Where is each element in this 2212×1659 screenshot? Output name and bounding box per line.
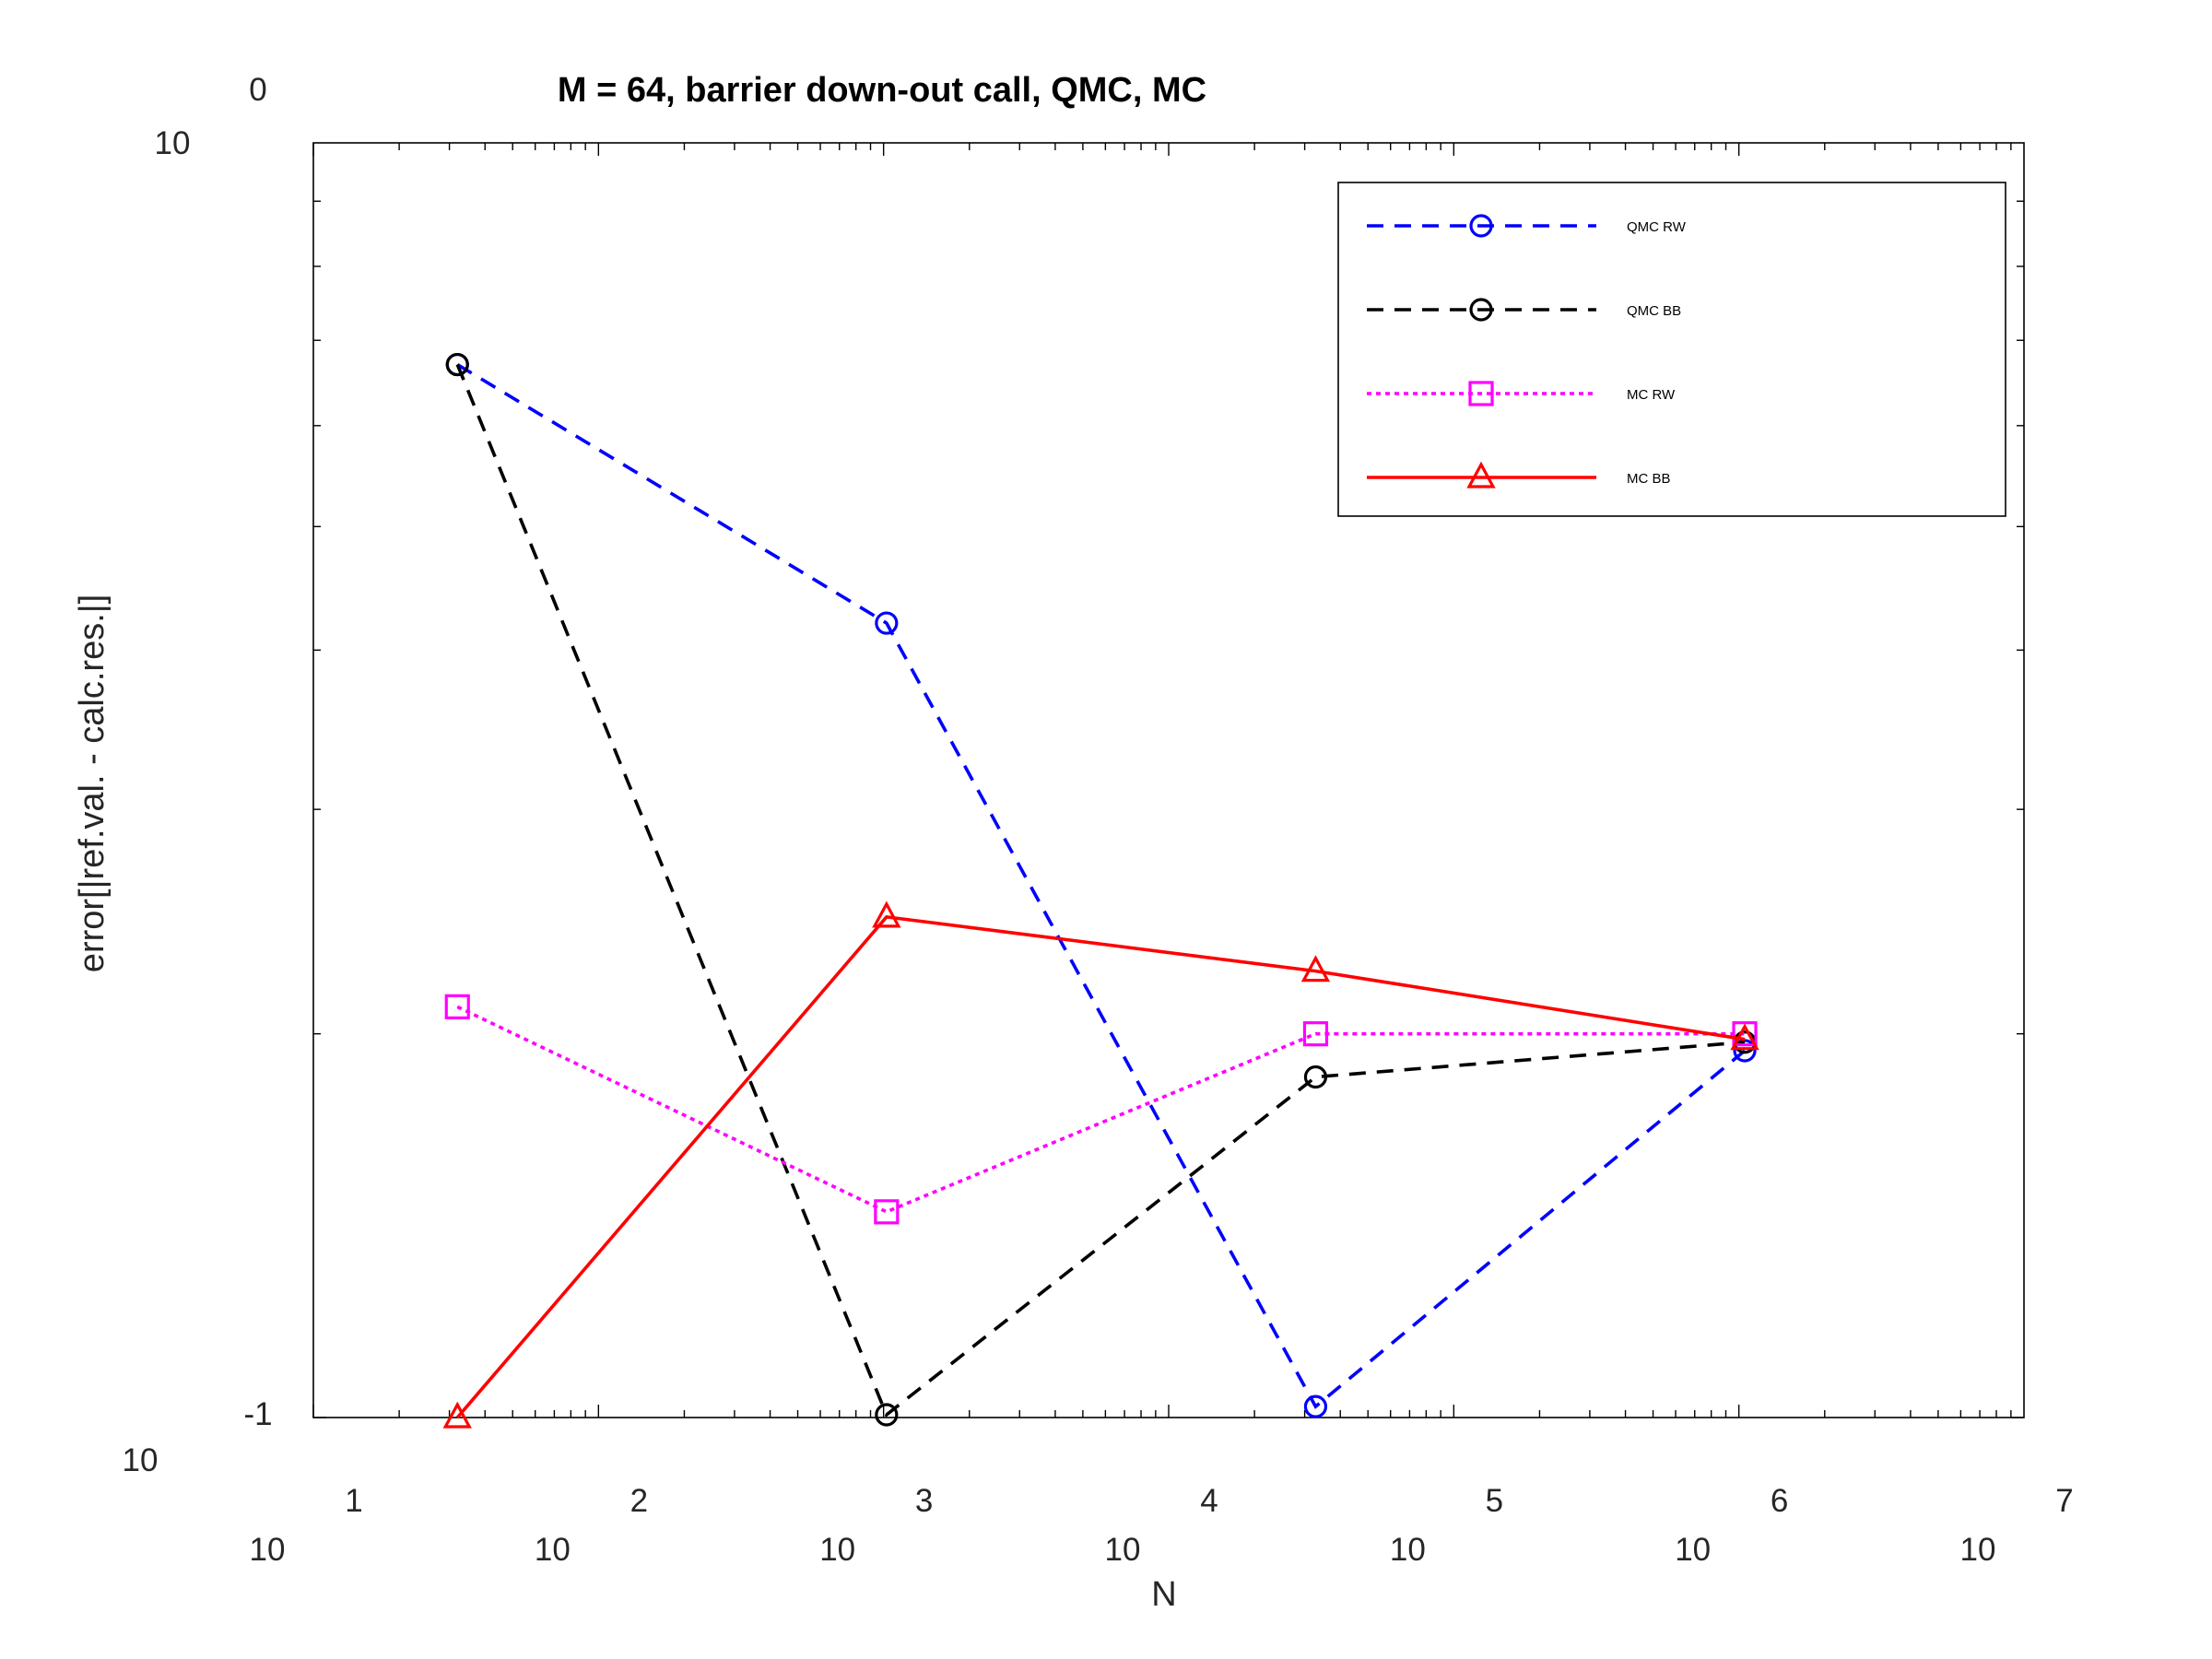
- legend-box: [1337, 182, 2006, 517]
- x-tick-label-base: 10: [819, 1532, 855, 1568]
- x-tick-label-exponent: 1: [345, 1483, 362, 1519]
- x-tick-label-base: 10: [250, 1532, 286, 1568]
- legend-entry: QMC RW: [1367, 214, 1687, 238]
- legend: QMC RW QMC BB MC RW MC BB: [1337, 182, 2006, 517]
- plot-series: [442, 352, 1759, 1429]
- legend-label: QMC RW: [1627, 219, 1687, 235]
- legend-marker: [1469, 298, 1493, 322]
- x-tick-label-base: 10: [1105, 1532, 1141, 1568]
- x-tick-label-exponent: 2: [630, 1483, 648, 1519]
- legend-marker: [1468, 381, 1494, 406]
- series-line: [455, 363, 1746, 1418]
- legend-label: MC BB: [1627, 471, 1671, 487]
- y-tick-label-exponent: -1: [243, 1396, 272, 1432]
- legend-marker: [1466, 461, 1496, 488]
- x-tick-label-exponent: 5: [1486, 1483, 1503, 1519]
- y-axis-label: error[|ref.val. - calc.res.|]: [73, 594, 112, 972]
- x-tick-label-base: 10: [1390, 1532, 1426, 1568]
- data-point: [874, 1199, 900, 1225]
- data-point: [442, 1401, 472, 1429]
- data-point: [1303, 1065, 1328, 1089]
- x-axis-label: N: [1151, 1575, 1176, 1614]
- data-point: [444, 994, 470, 1019]
- data-point: [875, 1403, 899, 1427]
- legend-label: QMC BB: [1627, 303, 1681, 319]
- series-mc-bb: [442, 900, 1759, 1429]
- x-tick-label-exponent: 6: [1771, 1483, 1788, 1519]
- series-mc-rw: [444, 994, 1758, 1225]
- series-line: [456, 1005, 1746, 1214]
- x-tick-label-exponent: 7: [2055, 1483, 2073, 1519]
- y-tick-label-base: 10: [155, 125, 191, 161]
- legend-entry: MC RW: [1367, 381, 1676, 406]
- series-qmc-bb: [445, 352, 1757, 1427]
- data-point: [1303, 1394, 1328, 1418]
- legend-marker: [1469, 214, 1493, 238]
- series-line: [456, 362, 1747, 1409]
- data-point: [1300, 955, 1331, 982]
- data-point: [445, 352, 469, 377]
- legend-entry: QMC BB: [1367, 298, 1681, 322]
- data-point: [872, 900, 901, 928]
- series-line: [455, 914, 1746, 1419]
- data-point: [875, 611, 899, 635]
- legend-entry: MC BB: [1367, 461, 1671, 488]
- y-tick-label-base: 10: [123, 1442, 159, 1478]
- data-point: [1732, 1021, 1758, 1047]
- legend-label: MC RW: [1627, 387, 1676, 403]
- x-tick-label-exponent: 4: [1200, 1483, 1218, 1519]
- chart-title: M = 64, barrier down-out call, QMC, MC: [558, 71, 1206, 110]
- axes: 1 10 2 10 3 10 4 10 5 10 6 10 7 10 -1 10 0 10: [123, 72, 2074, 1568]
- data-point: [1302, 1021, 1329, 1047]
- y-tick-label-exponent: 0: [249, 72, 266, 108]
- x-tick-label-exponent: 3: [915, 1483, 933, 1519]
- data-point: [1733, 1039, 1757, 1063]
- x-tick-label-base: 10: [535, 1532, 571, 1568]
- x-tick-label-base: 10: [1675, 1532, 1711, 1568]
- data-point: [1730, 1023, 1759, 1051]
- x-tick-label-base: 10: [1960, 1532, 1996, 1568]
